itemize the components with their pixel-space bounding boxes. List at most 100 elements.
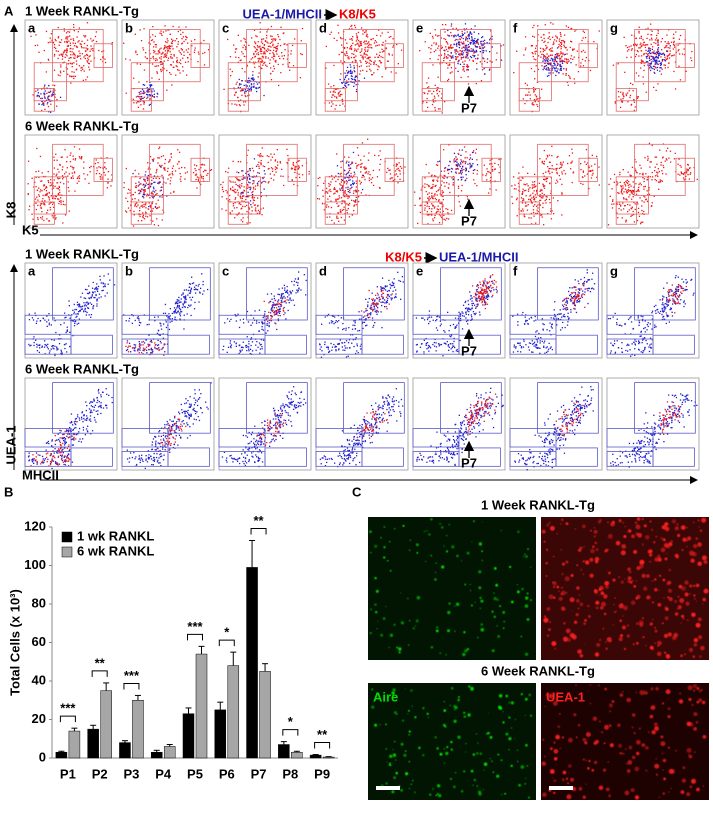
cell-dot bbox=[156, 44, 157, 45]
cell-dot bbox=[176, 57, 177, 58]
cell-dot bbox=[260, 61, 261, 62]
cell-dot bbox=[263, 53, 264, 54]
cell-dot bbox=[144, 97, 145, 98]
cell-dot bbox=[582, 184, 583, 185]
cell-dot bbox=[350, 185, 351, 186]
cell-dot bbox=[137, 54, 138, 55]
cell-dot bbox=[335, 199, 336, 200]
cell-dot bbox=[342, 99, 343, 100]
cell-dot bbox=[167, 38, 168, 39]
cell-dot bbox=[543, 224, 544, 225]
cell-dot bbox=[333, 85, 334, 86]
cell-dot bbox=[259, 82, 260, 83]
cell-dot bbox=[397, 164, 398, 165]
cell-dot bbox=[631, 35, 632, 36]
cell-dot bbox=[340, 190, 341, 191]
cell-dot bbox=[172, 174, 173, 175]
cell-dot bbox=[501, 60, 502, 61]
cell-dot bbox=[335, 108, 336, 109]
cell-dot bbox=[341, 187, 342, 188]
cell-dot bbox=[671, 42, 672, 43]
cell-dot bbox=[661, 41, 662, 42]
cell-dot bbox=[668, 41, 669, 42]
cell-dot bbox=[178, 41, 179, 42]
cell-dot bbox=[526, 183, 527, 184]
cell-dot bbox=[108, 284, 109, 285]
cell-dot bbox=[293, 162, 294, 163]
cell-dot bbox=[185, 39, 186, 40]
cell-dot bbox=[528, 92, 529, 93]
cell-dot bbox=[174, 55, 175, 56]
cell-dot bbox=[247, 184, 248, 185]
cell-dot bbox=[182, 58, 183, 59]
cell-dot bbox=[251, 59, 252, 60]
cell-dot bbox=[652, 57, 653, 58]
cell-dot bbox=[664, 59, 665, 60]
cell-dot bbox=[447, 54, 448, 55]
cell-dot bbox=[437, 211, 438, 212]
cell-dot bbox=[650, 66, 651, 67]
cell-dot bbox=[152, 26, 153, 27]
cell-dot bbox=[233, 203, 234, 204]
cell-dot bbox=[126, 93, 127, 94]
cell-dot bbox=[633, 90, 634, 91]
cell-dot bbox=[148, 175, 149, 176]
cell-dot bbox=[178, 300, 179, 301]
cell-dot bbox=[73, 27, 74, 28]
cell-dot bbox=[524, 215, 525, 216]
cell-dot bbox=[48, 42, 49, 43]
cell-dot bbox=[167, 40, 168, 41]
cell-dot bbox=[450, 32, 451, 33]
cell-dot bbox=[190, 293, 191, 294]
cell-dot bbox=[362, 30, 363, 31]
cell-dot bbox=[361, 182, 362, 183]
cell-dot bbox=[686, 169, 687, 170]
cell-dot bbox=[260, 48, 261, 49]
cell-dot bbox=[647, 160, 648, 161]
cell-dot bbox=[247, 185, 248, 186]
cell-dot bbox=[544, 179, 545, 180]
cell-dot bbox=[344, 170, 345, 171]
cell-dot bbox=[65, 57, 66, 58]
cell-dot bbox=[286, 149, 287, 150]
cell-dot bbox=[330, 91, 331, 92]
cell-dot bbox=[352, 36, 353, 37]
cell-dot bbox=[185, 295, 186, 296]
gate-label: P7 bbox=[461, 100, 477, 115]
cell-dot bbox=[28, 344, 29, 345]
cell-dot bbox=[431, 203, 432, 204]
cell-dot bbox=[346, 174, 347, 175]
cell-dot bbox=[331, 207, 332, 208]
cell-dot bbox=[432, 180, 433, 181]
cell-dot bbox=[428, 86, 429, 87]
cell-dot bbox=[428, 47, 429, 48]
cell-dot bbox=[279, 58, 280, 59]
cell-dot bbox=[660, 56, 661, 57]
cell-dot bbox=[160, 325, 161, 326]
cell-dot bbox=[396, 173, 397, 174]
cell-dot bbox=[534, 51, 535, 52]
cell-dot bbox=[389, 37, 390, 38]
cell-dot bbox=[172, 57, 173, 58]
cell-dot bbox=[226, 198, 227, 199]
cell-dot bbox=[643, 61, 644, 62]
cell-dot bbox=[41, 211, 42, 212]
cell-dot bbox=[641, 210, 642, 211]
cell-dot bbox=[169, 329, 170, 330]
cell-dot bbox=[489, 51, 490, 52]
cell-dot bbox=[135, 170, 136, 171]
cell-dot bbox=[643, 189, 644, 190]
cell-dot bbox=[608, 224, 609, 225]
cell-dot bbox=[262, 147, 263, 148]
cell-dot bbox=[660, 164, 661, 165]
cell-dot bbox=[557, 70, 558, 71]
cell-dot bbox=[70, 166, 71, 167]
cell-dot bbox=[144, 342, 145, 343]
cell-dot bbox=[350, 168, 351, 169]
cell-dot bbox=[545, 172, 546, 173]
cell-dot bbox=[162, 196, 163, 197]
cell-dot bbox=[457, 168, 458, 169]
cell-dot bbox=[475, 58, 476, 59]
cell-dot bbox=[654, 50, 655, 51]
cell-dot bbox=[467, 57, 468, 58]
